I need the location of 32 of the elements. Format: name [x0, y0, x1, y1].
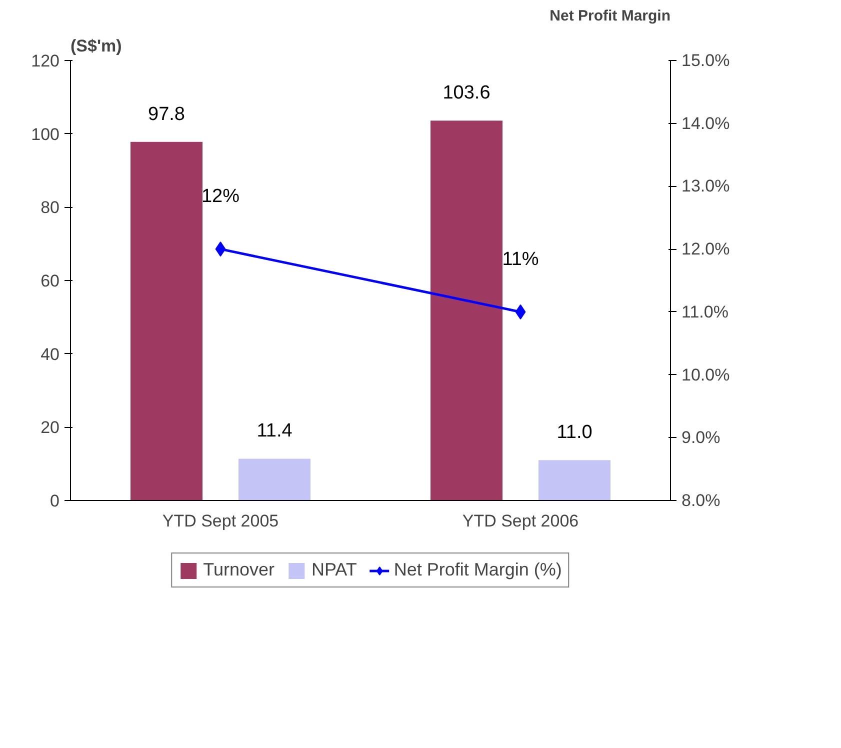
- y2-tick-label: 9.0%: [682, 428, 720, 448]
- data-label: 12%: [201, 186, 240, 208]
- data-label: 11%: [502, 248, 539, 270]
- bar: [430, 120, 502, 500]
- legend-label: Net Profit Margin (%): [394, 560, 562, 580]
- bar: [538, 460, 610, 500]
- y-tick-label: 100: [31, 124, 60, 144]
- y-tick-label: 40: [40, 344, 60, 364]
- y2-tick-label: 14.0%: [682, 114, 730, 133]
- x-tick-label: YTD Sept 2005: [162, 512, 279, 530]
- legend-label: Turnover: [203, 560, 274, 580]
- y2-axis-title: Net Profit Margin: [550, 8, 671, 24]
- y2-tick-label: 12.0%: [682, 240, 730, 259]
- y2-tick-label: 11.0%: [682, 302, 728, 322]
- data-label: 11.4: [256, 420, 293, 442]
- y2-tick-label: 8.0%: [682, 491, 720, 510]
- data-label: 11.0: [556, 422, 592, 444]
- y-tick-label: 80: [40, 198, 60, 218]
- y-tick-label: 20: [40, 418, 60, 438]
- y2-tick-label: 10.0%: [682, 365, 730, 384]
- y2-tick-label: 13.0%: [682, 176, 730, 196]
- y-axis-title: (S$'m): [70, 36, 122, 56]
- bar: [130, 142, 202, 500]
- y-tick-label: 0: [50, 492, 60, 510]
- y-tick-label: 60: [40, 272, 60, 290]
- data-label: 97.8: [148, 104, 185, 125]
- y2-tick-label: 15.0%: [682, 51, 730, 70]
- bar: [238, 458, 310, 500]
- data-label: 103.6: [442, 82, 490, 104]
- y-tick-label: 120: [31, 52, 60, 70]
- legend-label: NPAT: [311, 560, 357, 580]
- x-tick-label: YTD Sept 2006: [462, 512, 579, 530]
